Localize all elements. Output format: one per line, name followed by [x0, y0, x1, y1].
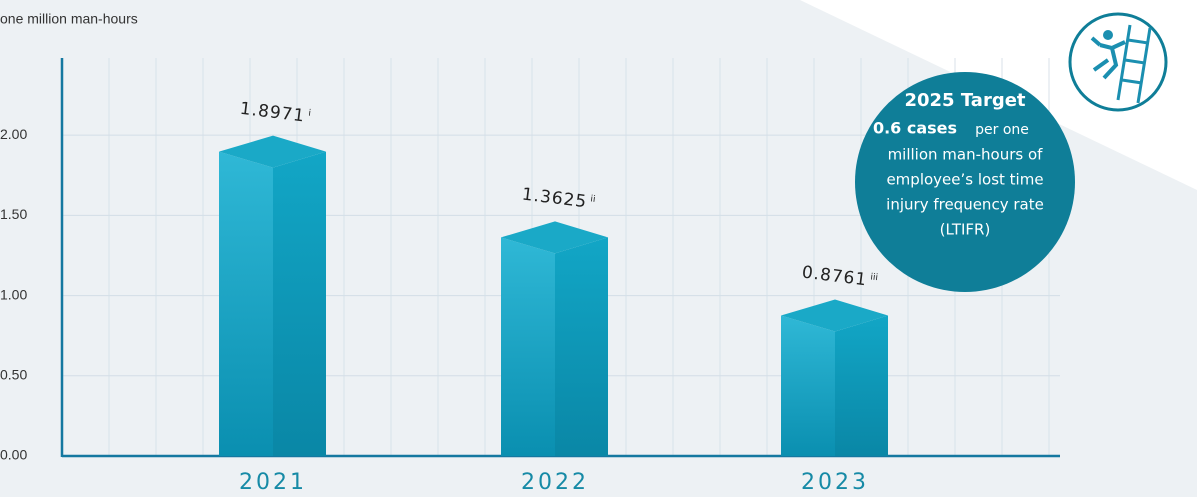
value-label-group: 0.8761 iii: [801, 263, 879, 291]
target-text: injury frequency rate: [886, 196, 1044, 214]
x-tick-label: 2021: [239, 470, 307, 495]
target-text: (LTIFR): [940, 221, 991, 239]
target-title: 2025 Target: [904, 90, 1025, 111]
bar-top: [501, 221, 608, 254]
bar: [501, 237, 555, 456]
y-tick-label: 1.50: [0, 206, 27, 222]
footnote-marker: iii: [870, 272, 879, 283]
bar-top: [781, 299, 888, 332]
value-label: 1.8971: [239, 99, 306, 127]
target-icon: [1068, 12, 1168, 112]
y-tick-label: 2.00: [0, 126, 27, 142]
plot: 0.00 0.50 1.00 1.50 2.00 2021 1.8971 i 2022 1.362…: [0, 99, 888, 495]
target-circle: [855, 72, 1075, 292]
bar-side: [273, 151, 326, 457]
x-tick-label: 2022: [521, 470, 589, 495]
y-tick-label: 0.50: [0, 366, 27, 382]
x-tick-label: 2023: [801, 470, 869, 495]
y-tick-label: 1.00: [0, 286, 27, 302]
target-text: per one: [975, 122, 1029, 138]
bar-side: [835, 315, 888, 456]
target-text: employee’s lost time: [886, 171, 1043, 189]
bar-top: [219, 135, 326, 168]
footnote-marker: ii: [590, 194, 596, 205]
y-tick-label: 0.00: [0, 447, 27, 463]
bar: [219, 151, 273, 457]
bar: [781, 315, 835, 456]
value-label: 1.3625: [521, 185, 588, 213]
y-axis-label: one million man-hours: [0, 11, 138, 27]
value-label: 0.8761: [801, 263, 868, 291]
target-text: million man-hours of: [888, 146, 1044, 164]
target-value: 0.6 cases: [873, 119, 957, 138]
footnote-marker: i: [308, 109, 312, 119]
bar-side: [555, 237, 608, 456]
